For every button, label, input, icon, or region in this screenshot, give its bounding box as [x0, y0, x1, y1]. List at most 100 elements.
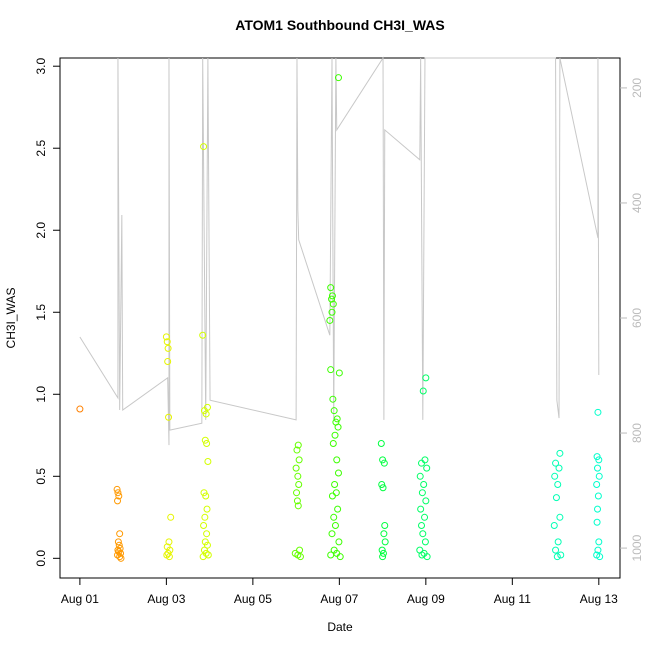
point	[295, 480, 303, 488]
point	[296, 546, 304, 554]
y-tick-label: 0.5	[34, 468, 48, 485]
point	[164, 344, 172, 352]
point	[116, 553, 124, 561]
y2-tick-label: 400	[630, 193, 644, 213]
point	[593, 480, 601, 488]
point	[593, 453, 601, 461]
point	[200, 143, 208, 151]
x-tick-label: Aug 07	[320, 592, 358, 606]
point	[554, 480, 562, 488]
point	[329, 300, 337, 308]
point	[199, 553, 207, 561]
point	[417, 505, 425, 513]
x-tick-label: Aug 13	[580, 592, 618, 606]
point	[202, 492, 210, 500]
pressure-line	[79, 56, 600, 446]
point	[162, 333, 170, 341]
point	[550, 522, 558, 530]
point	[76, 405, 84, 413]
x-axis-label: Date	[327, 620, 353, 634]
point	[202, 410, 210, 418]
point	[552, 494, 560, 502]
point	[165, 553, 173, 561]
point	[595, 538, 603, 546]
y-tick-label: 0.0	[34, 550, 48, 567]
point	[115, 541, 123, 549]
point	[422, 497, 430, 505]
point	[335, 369, 343, 377]
point	[331, 522, 339, 530]
point	[418, 489, 426, 497]
point	[552, 546, 560, 554]
point	[203, 439, 211, 447]
point	[556, 449, 564, 457]
point	[328, 530, 336, 538]
point	[292, 464, 300, 472]
y2-tick-label: 800	[630, 423, 644, 443]
point	[379, 484, 387, 492]
point	[420, 480, 428, 488]
point	[381, 538, 389, 546]
point	[336, 553, 344, 561]
point	[418, 522, 426, 530]
point	[418, 459, 426, 467]
point	[330, 407, 338, 415]
point	[293, 489, 301, 497]
point	[377, 439, 385, 447]
point	[330, 513, 338, 521]
point	[333, 456, 341, 464]
y2-tick-label: 600	[630, 308, 644, 328]
point	[200, 522, 208, 530]
point	[334, 469, 342, 477]
x-tick-label: Aug 01	[61, 592, 99, 606]
point	[114, 497, 122, 505]
point	[115, 548, 123, 556]
point	[594, 492, 602, 500]
point	[327, 284, 335, 292]
y-tick-label: 3.0	[34, 58, 48, 75]
point	[328, 295, 336, 303]
point	[379, 549, 387, 557]
point	[164, 357, 172, 365]
point	[332, 489, 340, 497]
y-tick-label: 1.5	[34, 304, 48, 321]
point	[117, 554, 125, 562]
point	[379, 456, 387, 464]
point	[115, 492, 123, 500]
point	[328, 308, 336, 316]
point	[329, 395, 337, 403]
point	[594, 505, 602, 513]
point	[555, 464, 563, 472]
y-axis-label: CH3I_WAS	[4, 288, 18, 349]
point	[203, 403, 211, 411]
y-tick-label: 2.0	[34, 222, 48, 239]
point	[293, 497, 301, 505]
point	[328, 492, 336, 500]
point	[293, 446, 301, 454]
point	[294, 441, 302, 449]
y2-tick-label: 1000	[630, 534, 644, 561]
point	[595, 472, 603, 480]
x-tick-label: Aug 03	[147, 592, 185, 606]
point	[296, 553, 304, 561]
point	[201, 513, 209, 521]
point	[419, 530, 427, 538]
point	[595, 456, 603, 464]
point	[165, 413, 173, 421]
point	[335, 538, 343, 546]
point	[378, 480, 386, 488]
point	[114, 538, 122, 546]
point	[326, 316, 334, 324]
point	[329, 439, 337, 447]
point	[116, 530, 124, 538]
point	[421, 513, 429, 521]
point	[294, 502, 302, 510]
point	[551, 472, 559, 480]
point	[594, 464, 602, 472]
point	[552, 459, 560, 467]
point	[203, 530, 211, 538]
point	[331, 431, 339, 439]
point	[557, 551, 565, 559]
point	[163, 338, 171, 346]
